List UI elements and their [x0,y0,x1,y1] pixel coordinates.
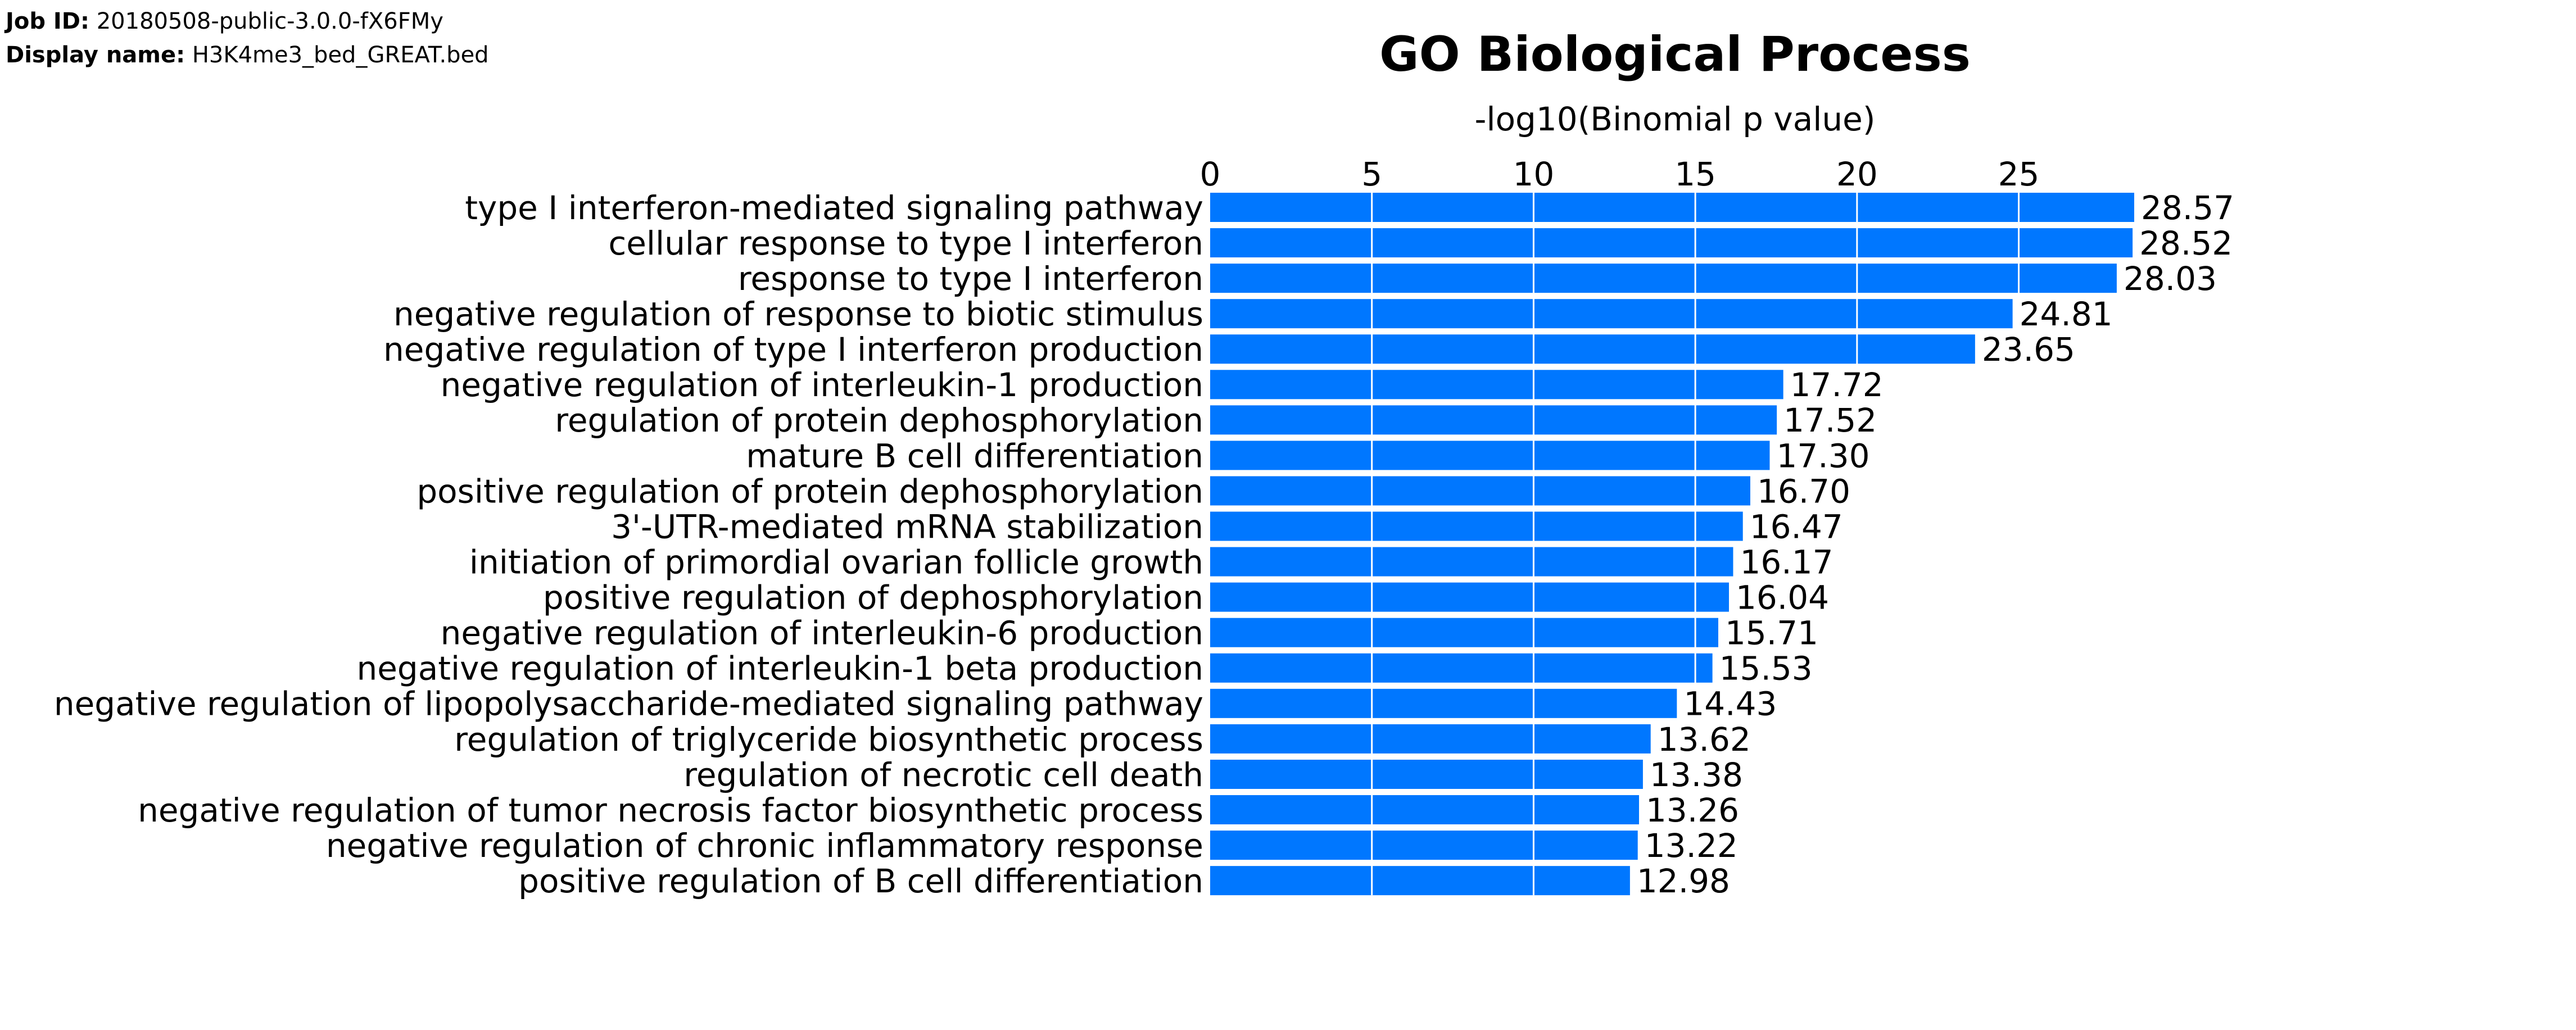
bar [1210,441,1770,470]
bar [1210,547,1733,577]
x-axis-label: -log10(Binomial p value) [1475,100,1876,138]
value-label: 28.03 [2124,260,2217,298]
category-label: negative regulation of lipopolysaccharid… [54,685,1203,723]
bar [1210,476,1750,506]
value-label: 17.72 [1790,366,1884,404]
bar [1210,688,1677,718]
bar [1210,370,1783,400]
category-label: negative regulation of response to bioti… [393,295,1203,333]
category-label: initiation of primordial ovarian follicl… [469,543,1203,581]
grid-lines [1371,193,2020,896]
bar [1210,264,2117,293]
category-label: response to type I interferon [738,260,1203,298]
bar [1210,228,2133,258]
value-label: 12.98 [1637,862,1730,900]
category-label: regulation of triglyceride biosynthetic … [454,720,1203,759]
x-tick-label: 15 [1674,155,1716,193]
value-label: 13.62 [1658,720,1751,759]
display-name-line: Display name: H3K4me3_bed_GREAT.bed [6,38,489,72]
bar [1210,334,1975,364]
value-label: 16.04 [1736,579,1829,617]
x-tick-labels: 0 5 10 15 20 25 [1200,155,2040,193]
job-id-line: Job ID: 20180508-public-3.0.0-fX6FMy [6,4,489,38]
value-label: 15.71 [1725,614,1818,652]
x-tick-label: 25 [1998,155,2040,193]
x-tick-label: 0 [1200,155,1221,193]
value-label: 17.30 [1776,437,1869,475]
display-name-label: Display name: [6,42,185,68]
category-label: cellular response to type I interferon [608,224,1203,262]
bar [1210,299,2013,329]
bar [1210,511,1743,541]
job-id-label: Job ID: [6,8,90,34]
bar [1210,193,2134,222]
bars [1210,193,2134,896]
bar [1210,795,1640,825]
category-label: regulation of protein dephosphorylation [555,401,1203,439]
value-label: 23.65 [1982,330,2075,369]
category-label: negative regulation of type I interferon… [383,330,1203,369]
bar [1210,724,1651,754]
bar [1210,831,1638,860]
x-tick-label: 5 [1361,155,1382,193]
bar [1210,618,1718,647]
category-label: mature B cell differentiation [746,437,1203,475]
category-label: negative regulation of tumor necrosis fa… [138,791,1203,829]
display-name-value: H3K4me3_bed_GREAT.bed [192,42,489,68]
job-id-value: 20180508-public-3.0.0-fX6FMy [96,8,443,34]
value-label: 16.17 [1740,543,1833,581]
bar [1210,653,1713,683]
bar [1210,582,1729,612]
value-label: 13.38 [1650,756,1743,794]
category-label: negative regulation of chronic inflammat… [326,827,1203,865]
value-label: 24.81 [2020,295,2113,333]
x-tick-label: 20 [1836,155,1878,193]
value-label: 13.22 [1645,827,1738,865]
x-tick-label: 10 [1513,155,1555,193]
category-label: regulation of necrotic cell death [683,756,1203,794]
value-label: 28.57 [2141,189,2234,227]
value-label: 17.52 [1783,401,1877,439]
value-label: 16.47 [1750,507,1843,546]
value-label: 14.43 [1683,685,1777,723]
category-labels: type I interferon-mediated signaling pat… [54,189,1203,900]
category-label: negative regulation of interleukin-1 pro… [441,366,1203,404]
job-info: Job ID: 20180508-public-3.0.0-fX6FMy Dis… [6,4,489,72]
bar [1210,759,1643,789]
category-label: positive regulation of B cell differenti… [518,862,1203,900]
category-label: positive regulation of protein dephospho… [416,472,1203,510]
category-label: type I interferon-mediated signaling pat… [465,189,1203,227]
value-label: 13.26 [1646,791,1739,829]
bar [1210,866,1630,896]
value-label: 16.70 [1757,472,1850,510]
category-label: negative regulation of interleukin-1 bet… [356,650,1203,688]
category-label: negative regulation of interleukin-6 pro… [441,614,1203,652]
chart-title: GO Biological Process [1379,26,1971,83]
category-label: 3'-UTR-mediated mRNA stabilization [611,507,1203,546]
category-label: positive regulation of dephosphorylation [543,579,1203,617]
value-label: 28.52 [2139,224,2233,262]
bar [1210,405,1777,435]
value-label: 15.53 [1719,650,1813,688]
